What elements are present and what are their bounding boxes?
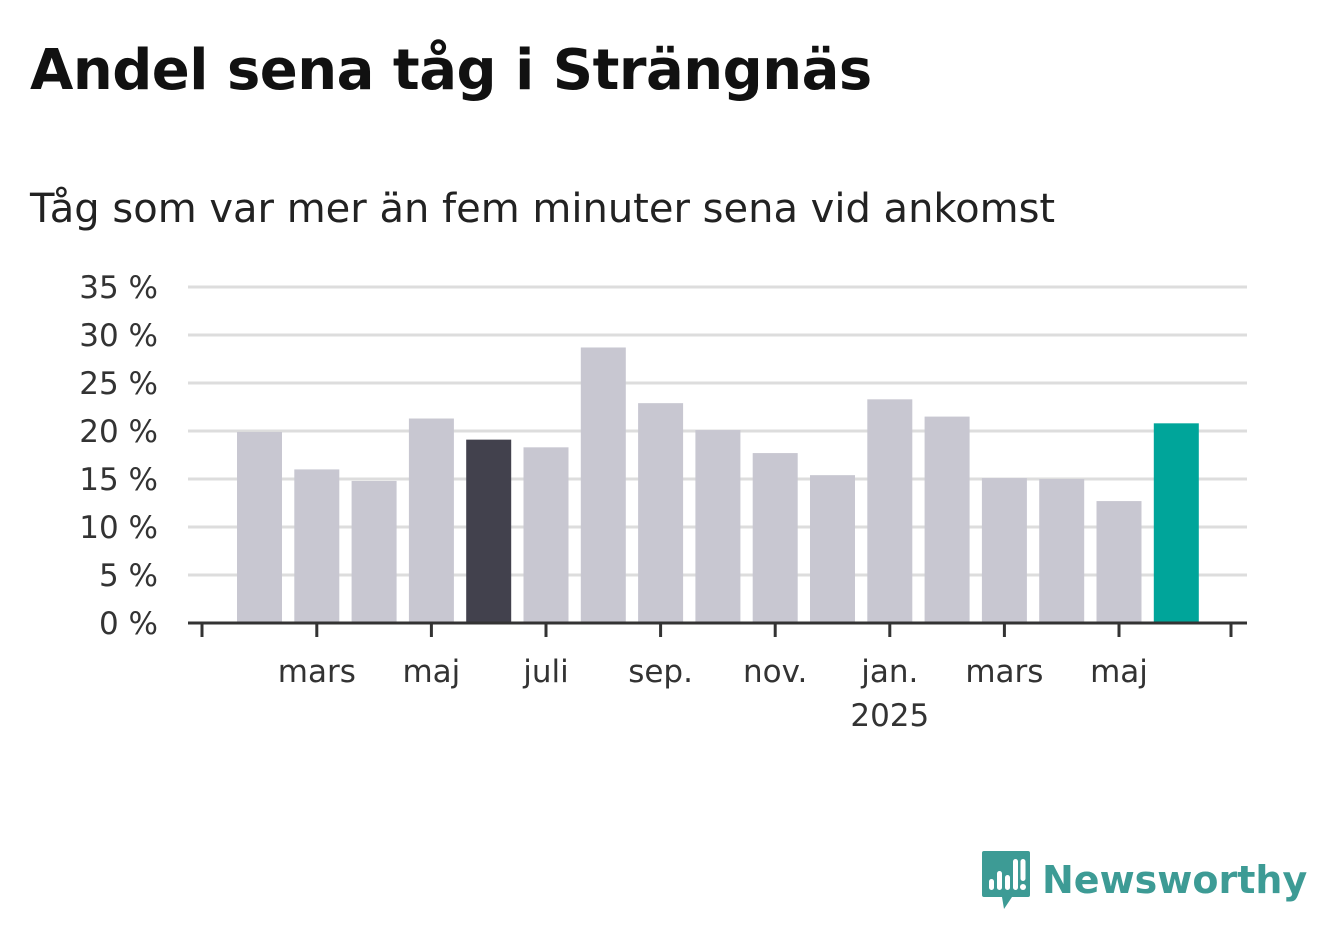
bar-2024-07: [523, 447, 569, 623]
newsworthy-logo: Newsworthy: [980, 848, 1307, 912]
bar-2024-08: [580, 347, 626, 623]
y-tick-label: 20 %: [79, 414, 158, 450]
bar-2025-06: [1153, 423, 1199, 623]
bar-2025-03: [981, 478, 1027, 623]
bars: [237, 347, 1199, 623]
brand-name: Newsworthy: [1042, 858, 1308, 902]
bar-2024-05: [408, 418, 454, 623]
x-tick-label: jan.: [860, 654, 918, 690]
y-tick-label: 10 %: [79, 510, 158, 546]
x-tick-label: maj: [1090, 654, 1148, 690]
x-axis: mars maj juli sep. nov. jan. 2025 mars maj: [188, 621, 1247, 734]
bar-2024-04: [351, 480, 397, 623]
bar-2024-09: [638, 403, 684, 623]
y-tick-label: 15 %: [79, 462, 158, 498]
y-tick-label: 5 %: [99, 558, 158, 594]
x-tick-label: nov.: [743, 654, 807, 690]
chart-title: Andel sena tåg i Strängnäs: [30, 38, 872, 103]
newsworthy-chart-bubble-icon: [982, 851, 1030, 909]
x-tick-label: mars: [278, 654, 356, 690]
bar-2024-02: [237, 431, 282, 623]
bar-2024-03: [294, 469, 340, 623]
chart-subtitle: Tåg som var mer än fem minuter sena vid …: [30, 186, 1056, 232]
bar-2024-10: [695, 430, 741, 623]
x-tick-year-label: 2025: [850, 698, 929, 734]
y-tick-label: 35 %: [79, 270, 158, 306]
bar-2025-01: [867, 399, 913, 623]
bar-2024-11: [752, 453, 798, 623]
bar-2025-02: [924, 416, 970, 623]
x-tick-label: mars: [965, 654, 1043, 690]
x-tick-label: sep.: [628, 654, 693, 690]
bar-2025-05: [1096, 501, 1142, 623]
bar-2025-04: [1039, 479, 1085, 623]
y-axis-ticks: 0 % 5 % 10 % 15 % 20 % 25 % 30 % 35 %: [79, 270, 158, 642]
bar-2024-06: [466, 439, 512, 623]
y-tick-label: 0 %: [99, 606, 158, 642]
x-tick-label: maj: [402, 654, 460, 690]
y-tick-label: 25 %: [79, 366, 158, 402]
y-tick-label: 30 %: [79, 318, 158, 354]
bar-2024-12: [810, 475, 855, 623]
x-tick-label: juli: [522, 654, 569, 690]
